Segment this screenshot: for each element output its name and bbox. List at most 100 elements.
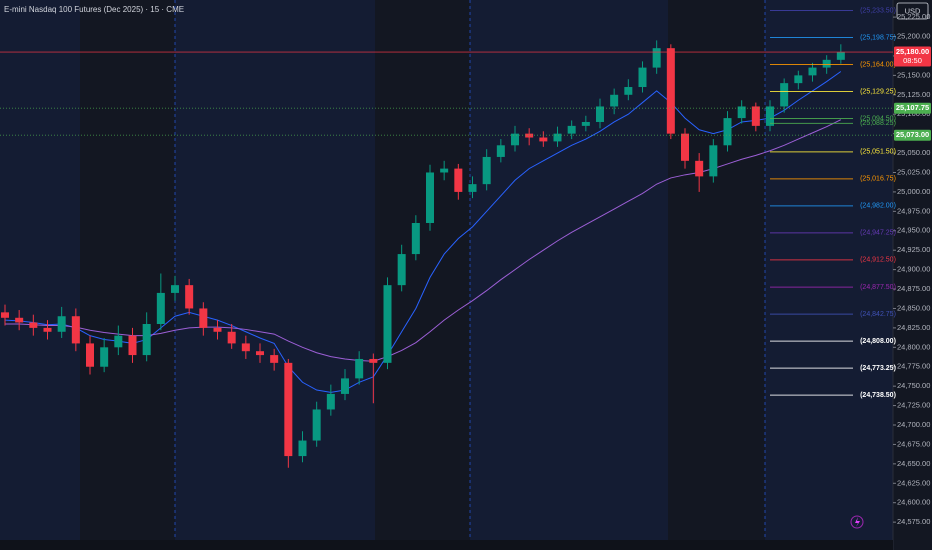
candle-body xyxy=(199,308,208,328)
plot-area xyxy=(1,40,845,468)
y-tick-label: 25,100.00 xyxy=(897,109,930,118)
candle-body xyxy=(100,347,109,367)
candle-body xyxy=(766,106,774,126)
candle-body xyxy=(496,145,505,157)
bottom-strip xyxy=(0,540,893,550)
session-separators xyxy=(174,0,766,540)
level-label: (25,164.00) xyxy=(860,61,896,68)
candle-body xyxy=(440,168,449,173)
candle-body xyxy=(596,106,604,122)
chart-title: E-mini Nasdaq 100 Futures (Dec 2025) · 1… xyxy=(4,5,184,14)
candle-body xyxy=(511,133,519,146)
candle-body xyxy=(426,172,434,223)
y-tick-label: 24,825.00 xyxy=(897,323,930,332)
candle-body xyxy=(454,168,463,192)
candle-body xyxy=(171,285,179,293)
y-tick-label: 24,700.00 xyxy=(897,420,930,429)
y-tick-label: 24,950.00 xyxy=(897,226,930,235)
y-tick-label: 24,725.00 xyxy=(897,401,930,410)
level-label: (25,233.50) xyxy=(860,7,896,14)
candle-body xyxy=(695,160,704,177)
candle-body xyxy=(581,121,590,126)
candle-body xyxy=(553,133,562,142)
level-label: (25,094.50) xyxy=(860,115,896,122)
y-tick-label: 24,675.00 xyxy=(897,439,930,448)
y-tick-label: 25,000.00 xyxy=(897,187,930,196)
price-axis xyxy=(893,0,932,550)
currency-box[interactable] xyxy=(896,2,929,20)
candle-body xyxy=(652,48,661,68)
y-tick-label: 25,050.00 xyxy=(897,148,930,157)
candle-body xyxy=(29,322,38,328)
candle-body xyxy=(128,335,137,356)
y-tick-label: 24,850.00 xyxy=(897,303,930,312)
candle-body xyxy=(751,106,760,126)
y-tick-label: 24,600.00 xyxy=(897,498,930,507)
y-tick-label: 24,975.00 xyxy=(897,206,930,215)
y-tick-label: 24,625.00 xyxy=(897,478,930,487)
alert-icon[interactable] xyxy=(850,515,864,529)
candle-body xyxy=(539,137,548,142)
candle-body xyxy=(227,331,236,344)
price-tag xyxy=(894,46,931,67)
candle-body xyxy=(114,335,123,348)
candle-body xyxy=(794,75,803,84)
candle-body xyxy=(71,316,80,344)
y-tick-label: 25,225.00 xyxy=(897,12,930,21)
y-tick-label: 25,125.00 xyxy=(897,90,930,99)
candle-body xyxy=(681,133,689,161)
session-band xyxy=(175,0,375,540)
level-label: (24,877.50) xyxy=(860,284,896,291)
level-label: (24,982.00) xyxy=(860,203,896,210)
countdown: 08:50 xyxy=(903,56,922,65)
candle-body xyxy=(86,343,94,367)
candle-body xyxy=(185,285,194,309)
price-tag-label: 25,180.00 xyxy=(896,47,929,56)
candle-body xyxy=(383,285,392,363)
level-label: (24,947.25) xyxy=(860,230,896,237)
session-band xyxy=(470,0,668,540)
candle-body xyxy=(256,351,264,356)
currency-label[interactable]: USD xyxy=(905,6,921,15)
y-tick-label: 24,875.00 xyxy=(897,284,930,293)
candle-body xyxy=(43,327,52,332)
candle-body xyxy=(341,378,349,394)
level-label: (24,738.50) xyxy=(860,392,896,399)
level-label: (25,198.75) xyxy=(860,34,896,41)
candle-body xyxy=(1,312,9,318)
level-label: (24,773.25) xyxy=(860,365,896,372)
candle-body xyxy=(808,67,817,76)
candle-body xyxy=(213,327,222,332)
candle-body xyxy=(482,156,491,185)
level-label: (25,051.50) xyxy=(860,149,896,156)
y-tick-label: 24,650.00 xyxy=(897,459,930,468)
price-tag xyxy=(894,129,931,141)
candle-body xyxy=(156,292,165,324)
candle-body xyxy=(270,355,279,363)
y-tick-label: 25,025.00 xyxy=(897,167,930,176)
price-tag xyxy=(894,102,931,114)
y-tick-label: 24,750.00 xyxy=(897,381,930,390)
level-label: (25,016.75) xyxy=(860,176,896,183)
level-label: (24,912.50) xyxy=(860,257,896,264)
y-tick-label: 24,775.00 xyxy=(897,362,930,371)
y-tick-label: 24,800.00 xyxy=(897,342,930,351)
candle-body xyxy=(638,67,647,88)
y-tick-label: 24,900.00 xyxy=(897,265,930,274)
candle-body xyxy=(468,184,477,192)
candle-body xyxy=(836,52,845,60)
candle-body xyxy=(610,94,619,107)
level-label: (25,129.25) xyxy=(860,88,896,95)
candle-body xyxy=(355,358,364,379)
price-tag-label: 25,107.75 xyxy=(896,103,929,112)
candle-body xyxy=(57,316,66,332)
candle-body xyxy=(397,254,406,286)
candle-body xyxy=(284,362,293,457)
candle-body xyxy=(525,133,534,138)
y-tick-label: 24,575.00 xyxy=(897,517,930,526)
session-band xyxy=(0,0,80,540)
level-label: (25,088.25) xyxy=(860,120,896,127)
candle-body xyxy=(411,222,420,255)
